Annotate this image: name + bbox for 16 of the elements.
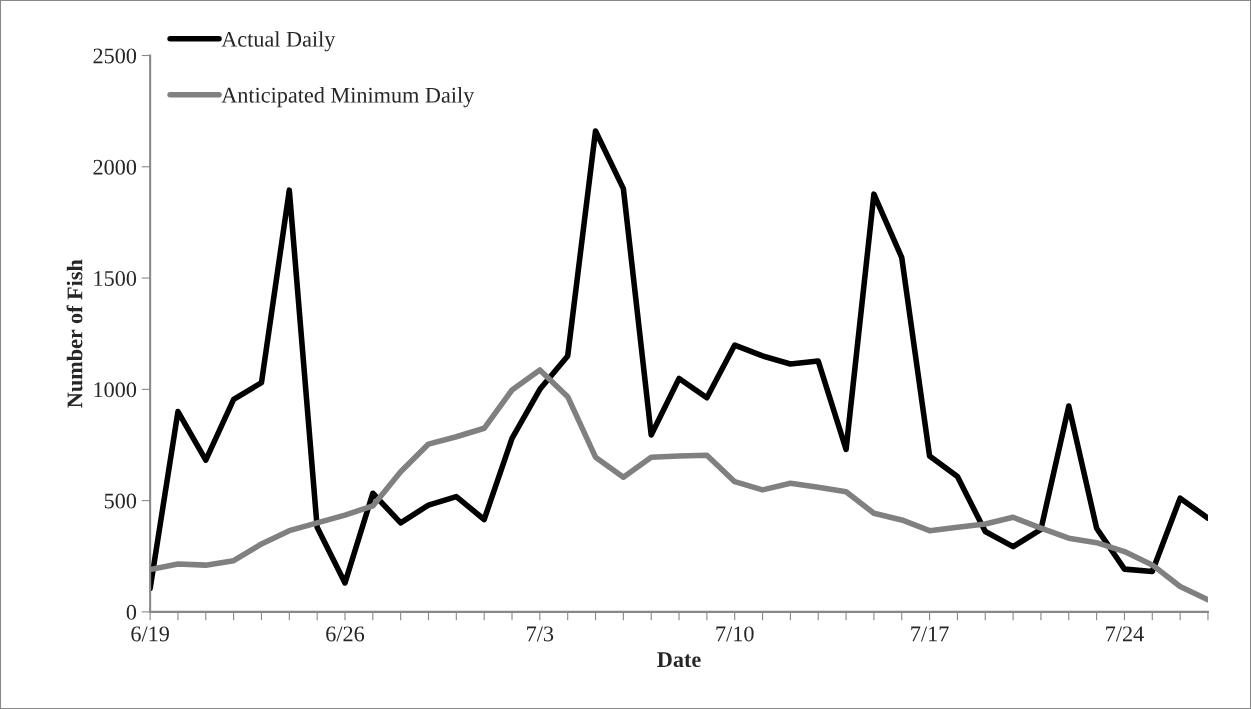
y-tick-label: 0 [126, 604, 137, 620]
x-tick-label: 7/3 [527, 626, 554, 642]
x-axis-title: Date [657, 652, 701, 668]
y-tick-label: 2500 [93, 48, 137, 64]
x-tick-label: 7/10 [716, 626, 754, 642]
y-tick-label: 1000 [94, 382, 137, 398]
x-tick-label: 6/26 [326, 626, 365, 642]
x-tick-label: 7/24 [1106, 626, 1144, 642]
y-tick-label: 1500 [94, 270, 137, 286]
x-tick-label: 6/19 [131, 626, 169, 642]
y-tick-label: 500 [104, 493, 137, 509]
y-tick-label: 2000 [93, 159, 137, 175]
legend-label: Actual Daily [221, 31, 336, 52]
y-axis-title: Number of Fish [66, 259, 83, 408]
legend-label: Anticipated Minimum Daily [221, 87, 475, 108]
x-tick-label: 7/17 [911, 626, 949, 642]
